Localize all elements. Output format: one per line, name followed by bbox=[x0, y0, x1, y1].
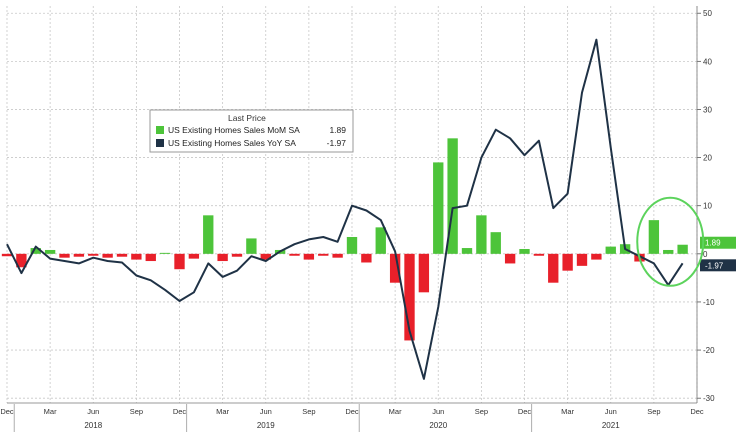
bar-mom bbox=[375, 227, 386, 254]
bar-mom bbox=[30, 248, 41, 254]
x-tick-label: Sep bbox=[647, 407, 660, 416]
x-tick-label: Jun bbox=[87, 407, 99, 416]
bar-mom bbox=[131, 253, 142, 260]
legend-title: Last Price bbox=[228, 113, 266, 123]
x-tick-label: Dec bbox=[0, 407, 14, 416]
annotation-layer bbox=[636, 196, 705, 287]
bar-mom bbox=[648, 220, 660, 254]
last-value-tag-label: -1.97 bbox=[705, 261, 724, 270]
bar-mom bbox=[677, 244, 688, 254]
bar-mom bbox=[591, 253, 602, 260]
grid-layer bbox=[6, 6, 698, 403]
x-year-label: 2018 bbox=[84, 421, 102, 430]
last-value-tag bbox=[700, 259, 736, 272]
bar-mom bbox=[548, 253, 559, 283]
x-tick-label: Dec bbox=[345, 407, 359, 416]
line-yoy bbox=[6, 38, 684, 380]
bar-mom bbox=[217, 253, 228, 262]
x-year-label: 2021 bbox=[602, 421, 620, 430]
x-tick-label: Sep bbox=[475, 407, 488, 416]
x-tick-label: Jun bbox=[432, 407, 444, 416]
bar-mom bbox=[203, 215, 214, 254]
bar-mom bbox=[605, 246, 616, 254]
legend-label-yoy: US Existing Homes Sales YoY SA bbox=[168, 138, 296, 148]
x-tick-label: Sep bbox=[302, 407, 315, 416]
bar-mom bbox=[476, 215, 487, 254]
x-tick-label: Mar bbox=[216, 407, 229, 416]
bar-mom bbox=[231, 253, 243, 257]
x-tick-label: Jun bbox=[260, 407, 272, 416]
y-tick-label: -20 bbox=[703, 346, 715, 355]
x-tick-label: Sep bbox=[130, 407, 143, 416]
legend-value-yoy: -1.97 bbox=[327, 138, 347, 148]
bar-mom bbox=[246, 238, 257, 254]
legend-value-mom: 1.89 bbox=[329, 125, 346, 135]
bar-mom bbox=[404, 253, 415, 341]
legend-swatch-mom bbox=[156, 126, 164, 134]
bar-mom bbox=[116, 253, 128, 257]
legend-label-mom: US Existing Homes Sales MoM SA bbox=[168, 125, 300, 135]
bar-mom bbox=[188, 253, 200, 259]
bar-mom bbox=[533, 253, 545, 256]
y-tick-label: 0 bbox=[703, 250, 708, 259]
x-tick-label: Mar bbox=[561, 407, 574, 416]
bar-mom bbox=[504, 253, 516, 264]
bar-mom bbox=[519, 249, 530, 254]
bar-mom bbox=[59, 253, 70, 258]
bar-mom bbox=[361, 253, 372, 263]
legend-swatch-yoy bbox=[156, 139, 164, 147]
x-year-label: 2020 bbox=[429, 421, 447, 430]
x-tick-label: Dec bbox=[690, 407, 704, 416]
y-tick-label: -10 bbox=[703, 298, 715, 307]
bar-mom bbox=[44, 249, 56, 254]
axis-layer: 50 40 30 20 10 0 -10 -20 -30 Dec Mar Jun Sep Dec Mar Ju… bbox=[0, 6, 736, 432]
bar-mom bbox=[418, 253, 430, 293]
legend-box bbox=[149, 109, 354, 153]
y-tick-label: 30 bbox=[703, 105, 712, 114]
y-tick-label: 50 bbox=[703, 9, 712, 18]
bar-mom bbox=[389, 253, 401, 283]
bar-mom bbox=[490, 232, 501, 254]
y-tick-label: 10 bbox=[703, 202, 712, 211]
bar-mom bbox=[16, 253, 27, 268]
y-tick-label: 20 bbox=[703, 154, 712, 163]
x-tick-label: Mar bbox=[44, 407, 57, 416]
bar-mom bbox=[73, 253, 85, 257]
last-value-tag-label: 1.89 bbox=[705, 239, 721, 248]
bar-mom bbox=[303, 253, 315, 260]
bar-layer bbox=[1, 138, 688, 341]
bar-mom bbox=[346, 236, 358, 254]
bar-mom bbox=[1, 253, 13, 257]
bar-mom bbox=[289, 253, 300, 256]
bar-mom bbox=[663, 249, 674, 254]
bar-mom bbox=[332, 253, 343, 258]
x-tick-label: Dec bbox=[173, 407, 187, 416]
bar-mom bbox=[433, 162, 444, 254]
bar-mom bbox=[461, 248, 473, 254]
y-tick-label: 40 bbox=[703, 57, 712, 66]
bar-mom bbox=[102, 253, 113, 258]
last-value-tag bbox=[700, 236, 736, 249]
bar-mom bbox=[88, 253, 99, 256]
bar-mom bbox=[260, 253, 271, 260]
legend: Last Price US Existing Homes Sales MoM S… bbox=[149, 109, 354, 153]
highlight-ellipse bbox=[636, 196, 705, 287]
x-tick-label: Mar bbox=[389, 407, 402, 416]
x-tick-label: Dec bbox=[518, 407, 532, 416]
bar-mom bbox=[174, 253, 185, 270]
bar-mom bbox=[576, 253, 588, 266]
bar-mom bbox=[562, 253, 573, 271]
x-year-label: 2019 bbox=[257, 421, 275, 430]
x-tick-label: Jun bbox=[605, 407, 617, 416]
bar-mom bbox=[145, 253, 156, 262]
line-layer bbox=[6, 38, 684, 380]
bar-mom bbox=[159, 252, 171, 254]
y-tick-label: -30 bbox=[703, 394, 715, 403]
bar-mom bbox=[318, 253, 329, 256]
bar-mom bbox=[447, 138, 458, 254]
